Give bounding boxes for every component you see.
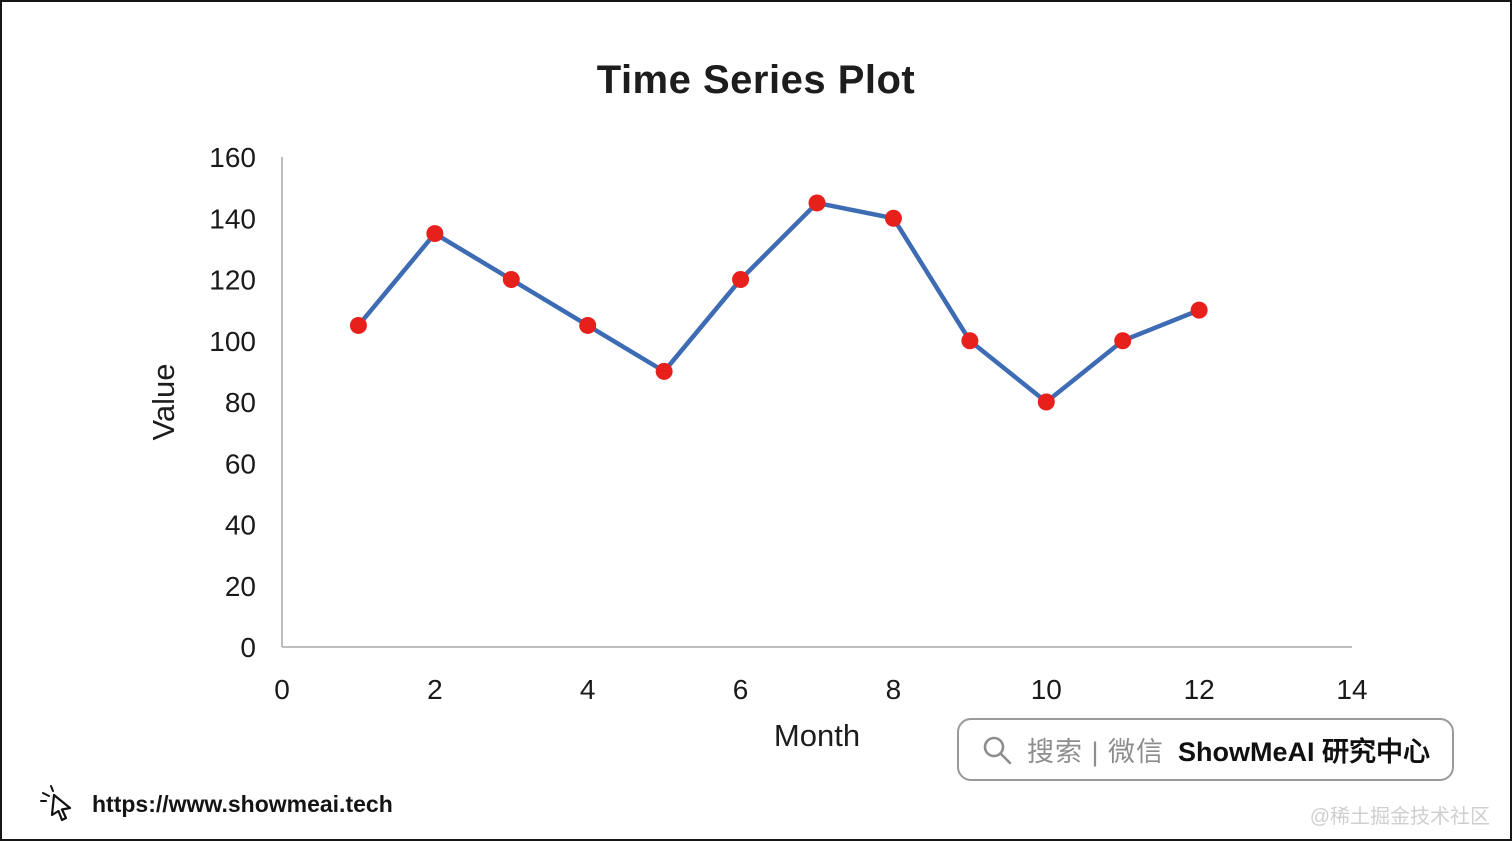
x-tick-label: 0	[274, 674, 290, 705]
x-tick-label: 14	[1336, 674, 1367, 705]
data-point-marker	[732, 271, 750, 288]
data-point-marker	[579, 316, 597, 334]
y-tick-label: 80	[225, 387, 256, 418]
y-axis-title: Value	[146, 364, 181, 441]
x-tick-label: 2	[427, 674, 443, 705]
data-point-marker	[961, 332, 979, 350]
x-axis-title: Month	[774, 718, 860, 753]
data-point-marker	[1037, 393, 1055, 411]
wechat-search-badge: 搜索 | 微信 ShowMeAI 研究中心	[956, 718, 1454, 781]
y-tick-label: 140	[209, 203, 256, 234]
x-tick-label: 12	[1184, 674, 1215, 705]
series-line	[356, 200, 1202, 405]
data-point-marker	[502, 271, 520, 288]
y-tick-label: 60	[225, 448, 256, 479]
footer-url[interactable]: https://www.showmeai.tech	[92, 790, 393, 817]
data-point-marker	[1190, 301, 1208, 319]
chart-title: Time Series Plot	[596, 58, 916, 102]
data-point-marker	[884, 209, 902, 227]
data-point-marker	[808, 194, 826, 212]
x-tick-label: 4	[580, 674, 596, 705]
data-point-marker	[655, 362, 673, 380]
data-point-marker	[426, 225, 444, 243]
badge-search-label: 搜索 | 微信	[1026, 737, 1164, 767]
x-tick-label: 10	[1031, 674, 1062, 705]
y-tick-label: 100	[209, 326, 256, 357]
y-tick-label: 0	[240, 632, 256, 663]
x-tick-label: 8	[886, 674, 902, 705]
x-tick-label: 6	[733, 674, 749, 705]
watermark: @稀土掘金技术社区	[1309, 806, 1490, 828]
cursor-click-icon	[40, 785, 80, 823]
search-icon	[981, 734, 1013, 766]
badge-brand-label: ShowMeAI 研究中心	[1177, 737, 1430, 767]
data-point-marker	[1114, 332, 1132, 350]
y-tick-label: 160	[209, 142, 256, 173]
y-tick-label: 120	[209, 265, 256, 296]
footer-link-row: https://www.showmeai.tech	[40, 785, 393, 823]
y-tick-label: 40	[225, 510, 256, 541]
y-tick-label: 20	[225, 571, 256, 602]
data-point-marker	[349, 316, 367, 334]
